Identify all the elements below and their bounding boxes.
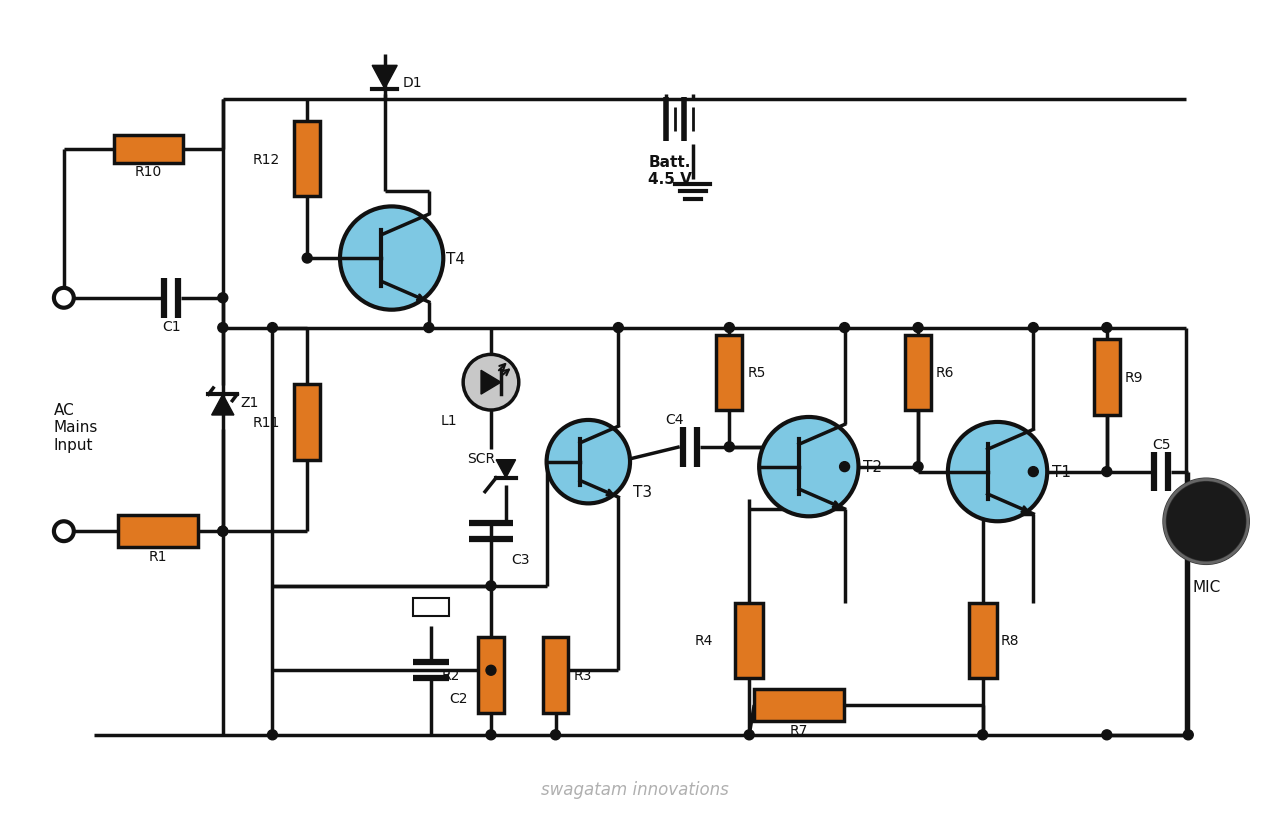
Text: T4: T4 [446,251,465,266]
Text: C5: C5 [1152,437,1171,452]
Text: R8: R8 [1001,633,1019,648]
Circle shape [546,420,630,504]
Circle shape [913,323,923,333]
Text: R10: R10 [135,165,161,179]
Text: R1: R1 [149,549,168,563]
Bar [735,603,763,678]
Text: SCR: SCR [467,452,495,466]
Text: swagatam innovations: swagatam innovations [541,781,729,799]
Polygon shape [497,460,516,478]
Text: Batt.
4.5 V: Batt. 4.5 V [648,155,692,187]
Circle shape [724,442,734,452]
Bar [1093,340,1120,415]
Bar [716,335,742,410]
Bar [113,136,183,164]
Bar [754,689,843,721]
Text: R4: R4 [695,633,712,648]
Circle shape [1102,323,1111,333]
Circle shape [1029,323,1039,333]
Text: D1: D1 [403,76,422,90]
Polygon shape [212,394,234,415]
Text: R7: R7 [790,723,808,737]
Text: AC
Mains
Input: AC Mains Input [53,403,98,452]
Bar [478,638,504,713]
Circle shape [1165,480,1248,563]
Circle shape [1184,730,1194,740]
Text: C1: C1 [161,319,180,333]
Text: R11: R11 [253,415,279,429]
Circle shape [302,254,312,264]
Text: C3: C3 [511,552,530,566]
Circle shape [268,730,277,740]
Text: T3: T3 [632,485,652,500]
Text: R9: R9 [1125,370,1143,385]
Circle shape [53,289,74,308]
Circle shape [839,462,850,472]
Text: R6: R6 [936,366,955,380]
Circle shape [759,418,859,517]
Text: C2: C2 [450,691,467,705]
Circle shape [839,323,850,333]
Circle shape [424,323,434,333]
Bar [295,385,320,460]
Circle shape [464,355,518,410]
Circle shape [486,730,497,740]
Bar [118,516,198,547]
Text: L1: L1 [441,414,457,428]
Bar [295,122,320,197]
Circle shape [613,323,624,333]
Text: R12: R12 [253,152,279,166]
Text: R2: R2 [441,668,460,682]
Circle shape [1102,730,1111,740]
Circle shape [486,666,497,676]
Text: T2: T2 [864,460,883,475]
Circle shape [218,527,227,537]
Circle shape [551,730,560,740]
Bar [969,603,997,678]
Circle shape [724,323,734,333]
Circle shape [1102,467,1111,477]
Circle shape [1029,467,1039,477]
Circle shape [218,323,227,333]
Circle shape [744,730,754,740]
Text: C4: C4 [665,413,685,427]
Text: T1: T1 [1052,465,1071,480]
Circle shape [913,462,923,472]
Text: R5: R5 [747,366,766,380]
Circle shape [268,323,277,333]
Polygon shape [481,370,500,394]
Circle shape [218,527,227,537]
Circle shape [947,423,1048,522]
Text: R3: R3 [574,668,592,682]
Circle shape [978,730,988,740]
Bar [906,335,931,410]
Circle shape [218,294,227,304]
Text: MIC: MIC [1193,579,1220,594]
Circle shape [340,207,443,310]
Circle shape [53,522,74,542]
Polygon shape [372,66,398,89]
Text: Z1: Z1 [240,396,259,409]
Circle shape [486,581,497,591]
Bar [542,638,569,713]
Bar [414,598,450,616]
